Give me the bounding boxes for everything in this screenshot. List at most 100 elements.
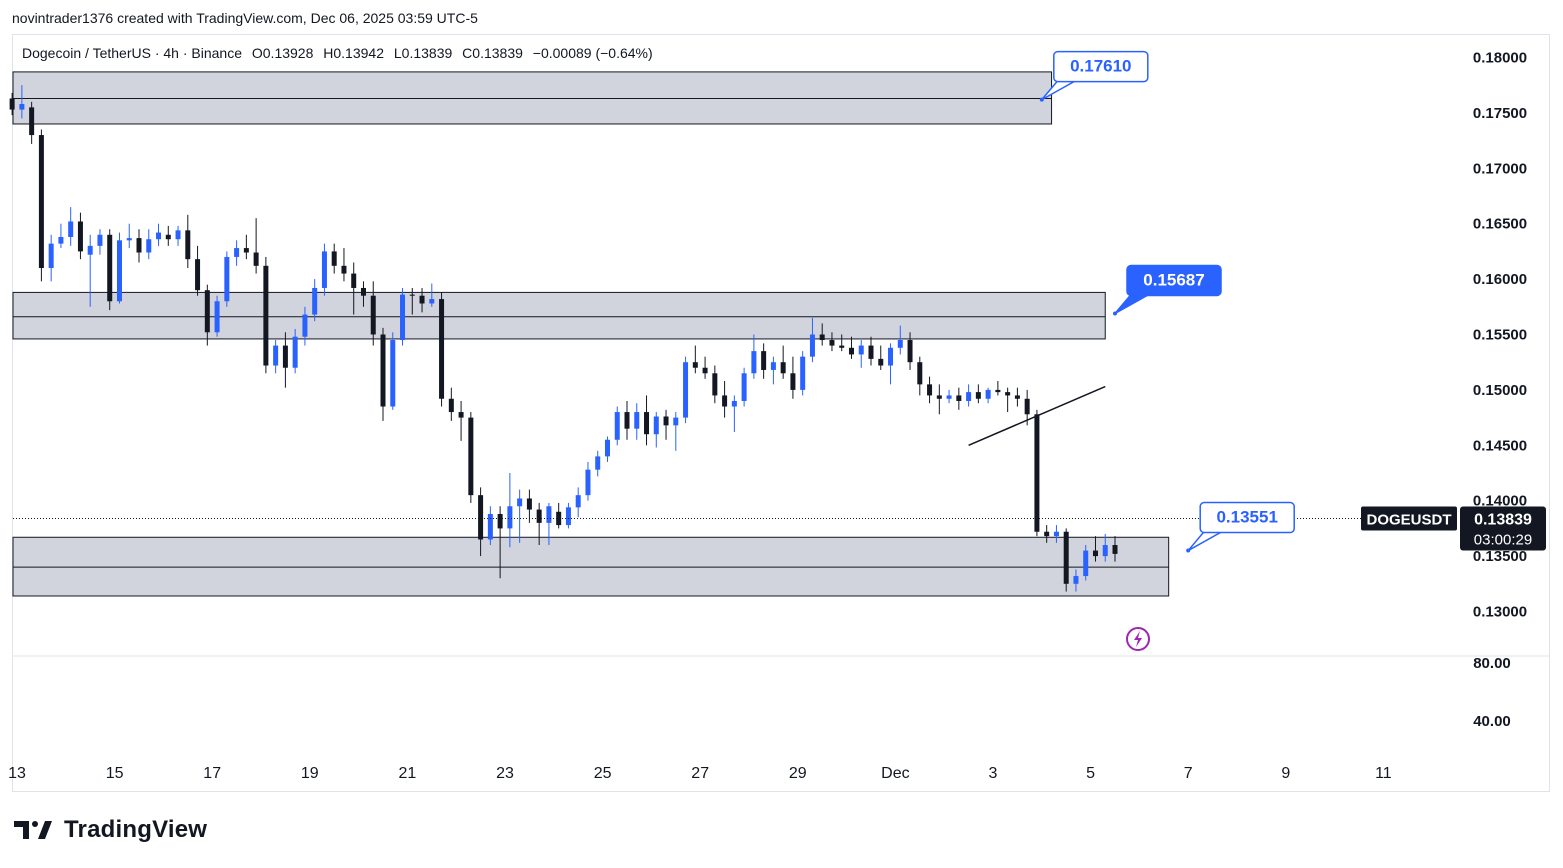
candle-down xyxy=(253,218,259,274)
candle-down xyxy=(1112,536,1118,562)
candle-up xyxy=(731,395,737,433)
callout-box xyxy=(1199,501,1295,534)
candle-down xyxy=(77,212,83,260)
candle-body xyxy=(809,334,815,357)
candle-body xyxy=(1092,550,1098,557)
candle-down xyxy=(360,281,366,307)
candle-down xyxy=(1092,536,1098,562)
candle-up xyxy=(741,367,747,407)
candle-body xyxy=(731,400,737,407)
candle-body xyxy=(302,314,308,337)
candle-body xyxy=(946,395,952,399)
x-axis-tick: 11 xyxy=(1375,765,1392,782)
candle-up xyxy=(546,502,552,546)
price-callout-1: 0.17610 xyxy=(1039,50,1149,102)
ohlc-legend: Dogecoin / TetherUS · 4h · Binance O0.13… xyxy=(22,45,659,61)
candle-body xyxy=(517,498,523,507)
candle-body xyxy=(468,417,474,496)
candle-down xyxy=(351,262,357,315)
candle-body xyxy=(341,265,347,274)
candle-body xyxy=(126,238,132,241)
callout-anchor-dot xyxy=(1113,311,1117,316)
candle-down xyxy=(712,365,718,404)
candle-body xyxy=(19,104,25,110)
x-axis-tick: 27 xyxy=(691,765,709,782)
candle-up xyxy=(653,412,659,448)
tradingview-brand[interactable]: TradingView xyxy=(14,816,207,844)
x-axis-tick: 15 xyxy=(106,765,124,782)
candle-up xyxy=(68,207,74,246)
chart-frame xyxy=(12,34,1550,792)
candle-down xyxy=(165,225,171,246)
candle-body xyxy=(595,456,601,470)
candle-body xyxy=(409,294,415,296)
candle-body xyxy=(273,345,279,366)
candle-body xyxy=(751,351,757,374)
candle-down xyxy=(995,381,1001,396)
candle-body xyxy=(497,513,503,529)
candle-body xyxy=(927,384,933,396)
candle-body xyxy=(458,412,464,418)
candle-down xyxy=(975,384,981,404)
candle-down xyxy=(136,229,142,263)
candle-up xyxy=(224,251,230,307)
x-axis-tick: 25 xyxy=(594,765,612,782)
candle-body xyxy=(9,98,15,110)
price-callout-2: 0.15687 xyxy=(1113,264,1222,316)
candle-up xyxy=(1083,545,1089,581)
candle-body xyxy=(975,392,981,399)
candle-body xyxy=(546,506,552,523)
candle-down xyxy=(478,487,484,557)
candle-up xyxy=(292,328,298,374)
candle-down xyxy=(644,395,650,446)
candle-body xyxy=(400,294,406,341)
y-axis-tick: 0.13500 xyxy=(1473,548,1527,565)
x-axis-tick: 5 xyxy=(1086,765,1095,782)
candle-body xyxy=(243,248,249,253)
candle-body xyxy=(48,243,54,269)
candle-up xyxy=(966,384,972,407)
candle-up xyxy=(146,229,152,260)
candle-body xyxy=(107,234,113,302)
candle-body xyxy=(888,347,894,366)
candle-body xyxy=(136,238,142,253)
candle-up xyxy=(87,234,93,307)
y-axis-tick: 0.17000 xyxy=(1473,160,1527,177)
candle-down xyxy=(497,506,503,579)
candle-up xyxy=(565,502,571,529)
candle-up xyxy=(429,283,435,307)
legend-open: O0.13928 xyxy=(251,45,314,61)
candle-up xyxy=(156,223,162,246)
candle-body xyxy=(624,412,630,429)
candle-body xyxy=(224,256,230,302)
candle-body xyxy=(370,295,376,335)
callout-anchor-dot xyxy=(1186,548,1191,553)
tradingview-logo-icon xyxy=(14,821,52,839)
lightning-alert-icon[interactable] xyxy=(1126,627,1150,651)
candle-body xyxy=(780,362,786,374)
candle-down xyxy=(839,334,845,352)
candle-body xyxy=(556,511,562,526)
candle-down xyxy=(761,343,767,379)
candle-down xyxy=(878,345,884,370)
candle-body xyxy=(575,495,581,508)
candle-body xyxy=(839,345,845,348)
candle-down xyxy=(458,400,464,441)
candle-body xyxy=(419,295,425,304)
candle-body xyxy=(253,252,259,266)
candle-body xyxy=(1063,531,1069,584)
candle-body xyxy=(390,340,396,407)
candle-up xyxy=(116,232,122,304)
y-axis-tick: 0.17500 xyxy=(1473,105,1527,122)
candle-down xyxy=(1044,525,1050,543)
candle-up xyxy=(946,389,952,404)
price-callout-3: 0.13551 xyxy=(1186,501,1295,553)
candle-body xyxy=(644,412,650,435)
candle-up xyxy=(683,356,689,424)
candle-down xyxy=(107,229,113,311)
candle-up xyxy=(487,506,493,546)
candle-body xyxy=(956,395,962,401)
candle-down xyxy=(907,332,913,370)
candle-up xyxy=(273,340,279,374)
